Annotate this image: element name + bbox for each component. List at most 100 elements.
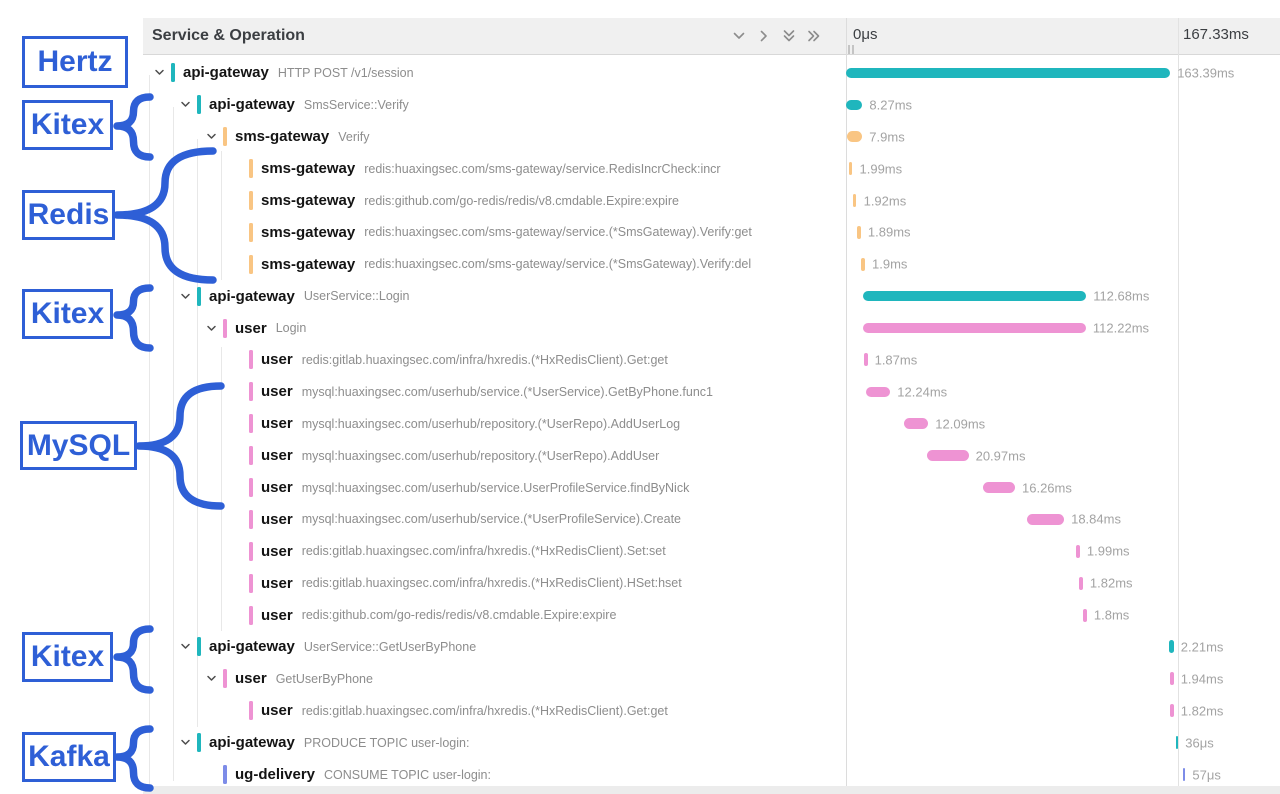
span-duration-bar[interactable] — [866, 386, 891, 398]
chevron-down-icon[interactable] — [154, 67, 166, 79]
span-duration-bar[interactable] — [982, 482, 1015, 493]
span-name-cell[interactable]: api-gateway HTTP POST /v1/session — [143, 63, 846, 83]
span-row[interactable]: api-gateway SmsService::Verify 8.27ms — [143, 89, 1280, 121]
span-duration-bar[interactable] — [848, 162, 853, 176]
span-name-cell[interactable]: api-gateway SmsService::Verify — [143, 95, 846, 115]
span-duration-bar[interactable] — [857, 225, 861, 239]
span-duration-bar[interactable] — [1175, 736, 1179, 750]
span-name-cell[interactable]: user redis:gitlab.huaxingsec.com/infra/hx… — [143, 541, 846, 561]
span-duration-bar[interactable] — [863, 322, 1086, 334]
span-name-cell[interactable]: sms-gateway redis:huaxingsec.com/sms-gate… — [143, 254, 846, 274]
span-row[interactable]: sms-gateway redis:huaxingsec.com/sms-gate… — [143, 216, 1280, 248]
span-duration-bar[interactable] — [1170, 704, 1174, 718]
annotation-text: Kitex — [30, 640, 105, 673]
span-row[interactable]: user redis:gitlab.huaxingsec.com/infra/hx… — [143, 695, 1280, 727]
span-duration-bar[interactable] — [1083, 608, 1087, 622]
span-duration-bar[interactable] — [852, 194, 857, 207]
span-timeline-cell: 20.97ms — [846, 440, 1280, 472]
span-row[interactable]: user redis:github.com/go-redis/redis/v8.c… — [143, 599, 1280, 631]
span-name-cell[interactable]: user mysql:huaxingsec.com/userhub/service… — [143, 509, 846, 529]
span-duration-bar[interactable] — [863, 353, 868, 367]
span-duration-bar[interactable] — [1169, 640, 1174, 654]
span-row[interactable]: user redis:gitlab.huaxingsec.com/infra/hx… — [143, 567, 1280, 599]
span-row[interactable]: user Login 112.22ms — [143, 312, 1280, 344]
span-name-cell[interactable]: user redis:github.com/go-redis/redis/v8.c… — [143, 605, 846, 625]
span-row[interactable]: sms-gateway Verify 7.9ms — [143, 121, 1280, 153]
span-row[interactable]: api-gateway UserService::Login 112.68ms — [143, 280, 1280, 312]
span-row[interactable]: user mysql:huaxingsec.com/userhub/service… — [143, 503, 1280, 535]
span-duration-bar[interactable] — [1076, 544, 1080, 558]
timeline-header-row: Service & Operation 0μs 167.33ms — [143, 18, 1280, 55]
chevron-down-icon[interactable] — [731, 28, 747, 44]
span-name-cell[interactable]: user mysql:huaxingsec.com/userhub/reposit… — [143, 446, 846, 466]
chevron-down-icon[interactable] — [206, 131, 218, 143]
chevron-down-icon[interactable] — [180, 737, 192, 749]
span-name-cell[interactable]: user redis:gitlab.huaxingsec.com/infra/hx… — [143, 701, 846, 721]
span-duration-bar[interactable] — [846, 67, 1171, 79]
span-service-name: user — [235, 319, 267, 337]
span-name-cell[interactable]: user mysql:huaxingsec.com/userhub/service… — [143, 478, 846, 498]
span-row[interactable]: user mysql:huaxingsec.com/userhub/reposit… — [143, 440, 1280, 472]
span-operation-name: mysql:huaxingsec.com/userhub/service.(*U… — [301, 512, 681, 527]
chevron-down-icon[interactable] — [206, 322, 218, 334]
span-color-indicator — [249, 701, 253, 721]
span-name-cell[interactable]: user mysql:huaxingsec.com/userhub/reposit… — [143, 414, 846, 434]
span-timeline-cell: 1.99ms — [846, 535, 1280, 567]
span-duration-bar[interactable] — [1026, 514, 1065, 525]
chevron-down-icon[interactable] — [180, 99, 192, 111]
span-duration-bar[interactable] — [1079, 576, 1083, 590]
span-name-cell[interactable]: user redis:gitlab.huaxingsec.com/infra/hx… — [143, 573, 846, 593]
span-color-indicator — [249, 191, 253, 210]
span-service-name: user — [261, 479, 293, 497]
span-row[interactable]: user mysql:huaxingsec.com/userhub/service… — [143, 376, 1280, 408]
chevron-right-icon[interactable] — [756, 28, 772, 44]
span-operation-name: redis:gitlab.huaxingsec.com/infra/hxredi… — [301, 703, 668, 718]
span-row[interactable]: sms-gateway redis:huaxingsec.com/sms-gate… — [143, 153, 1280, 185]
span-row[interactable]: user GetUserByPhone 1.94ms — [143, 663, 1280, 695]
span-name-cell[interactable]: api-gateway UserService::GetUserByPhone — [143, 637, 846, 657]
span-name-cell[interactable]: sms-gateway redis:github.com/go-redis/red… — [143, 191, 846, 210]
span-row[interactable]: sms-gateway redis:huaxingsec.com/sms-gate… — [143, 248, 1280, 280]
chevron-down-icon[interactable] — [180, 641, 192, 653]
span-row[interactable]: user redis:gitlab.huaxingsec.com/infra/hx… — [143, 344, 1280, 376]
span-duration-bar[interactable] — [861, 257, 866, 271]
span-name-cell[interactable]: sms-gateway redis:huaxingsec.com/sms-gate… — [143, 222, 846, 242]
span-row[interactable]: sms-gateway redis:github.com/go-redis/red… — [143, 185, 1280, 217]
column-resizer-handle[interactable] — [848, 45, 856, 54]
span-row[interactable]: ug-delivery CONSUME TOPIC user-login: 57μs — [143, 759, 1280, 791]
span-service-name: api-gateway — [209, 734, 295, 752]
span-name-cell[interactable]: user redis:gitlab.huaxingsec.com/infra/hx… — [143, 350, 846, 370]
span-name-cell[interactable]: api-gateway PRODUCE TOPIC user-login: — [143, 733, 846, 753]
chevron-down-icon[interactable] — [180, 290, 192, 302]
chevron-down-icon[interactable] — [206, 673, 218, 685]
span-duration-bar[interactable] — [846, 99, 863, 111]
span-duration-label: 1.94ms — [1180, 671, 1224, 687]
span-row[interactable]: user mysql:huaxingsec.com/userhub/reposit… — [143, 408, 1280, 440]
span-service-name: user — [261, 351, 293, 369]
span-row[interactable]: user mysql:huaxingsec.com/userhub/service… — [143, 472, 1280, 504]
double-chevron-down-icon[interactable] — [781, 28, 797, 44]
span-row[interactable]: api-gateway UserService::GetUserByPhone 2.… — [143, 631, 1280, 663]
span-name-cell[interactable]: sms-gateway redis:huaxingsec.com/sms-gate… — [143, 159, 846, 179]
span-duration-bar[interactable] — [862, 290, 1087, 302]
span-duration-bar[interactable] — [904, 418, 929, 429]
span-duration-bar[interactable] — [1169, 672, 1174, 686]
span-row[interactable]: api-gateway PRODUCE TOPIC user-login: 36μs — [143, 727, 1280, 759]
span-operation-name: redis:huaxingsec.com/sms-gateway/service… — [364, 161, 721, 176]
span-name-cell[interactable]: api-gateway UserService::Login — [143, 286, 846, 306]
span-duration-bar[interactable] — [846, 131, 863, 142]
span-row[interactable]: user redis:gitlab.huaxingsec.com/infra/hx… — [143, 535, 1280, 567]
span-name-cell[interactable]: sms-gateway Verify — [143, 127, 846, 147]
span-duration-bar[interactable] — [927, 450, 969, 461]
span-color-indicator — [249, 414, 253, 434]
span-name-cell[interactable]: user mysql:huaxingsec.com/userhub/service… — [143, 382, 846, 402]
span-timeline-cell: 112.68ms — [846, 280, 1280, 312]
double-chevron-right-icon[interactable] — [806, 28, 822, 44]
span-service-name: api-gateway — [183, 64, 269, 82]
span-operation-name: mysql:huaxingsec.com/userhub/repository.… — [301, 416, 681, 431]
span-duration-bar[interactable] — [1182, 768, 1186, 782]
span-row[interactable]: api-gateway HTTP POST /v1/session 163.39ms — [143, 57, 1280, 89]
span-name-cell[interactable]: user Login — [143, 318, 846, 338]
span-name-cell[interactable]: ug-delivery CONSUME TOPIC user-login: — [143, 765, 846, 785]
span-name-cell[interactable]: user GetUserByPhone — [143, 669, 846, 689]
